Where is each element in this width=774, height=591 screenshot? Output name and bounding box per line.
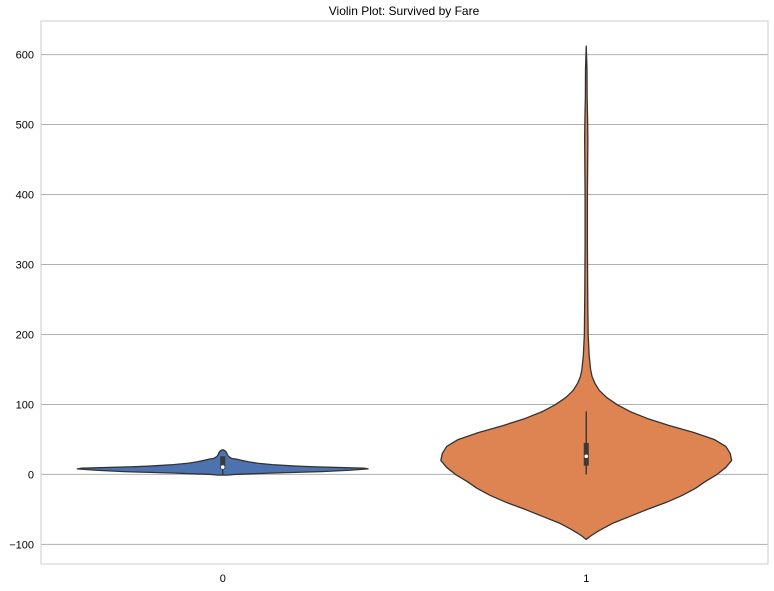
y-tick-label: 500 — [16, 120, 34, 132]
y-tick-label: 300 — [16, 260, 34, 272]
y-tick-label: 0 — [28, 469, 34, 481]
chart-title: Violin Plot: Survived by Fare — [329, 4, 480, 18]
y-tick-label: 400 — [16, 190, 34, 202]
violin-median — [220, 465, 225, 469]
x-tick-label: 1 — [583, 573, 589, 585]
y-tick-label: 100 — [16, 399, 34, 411]
violin-median — [584, 454, 589, 459]
violin-body — [440, 45, 733, 541]
y-tick-label: 200 — [16, 329, 34, 341]
x-tick-label: 0 — [220, 573, 226, 585]
y-tick-labels: −100 0 100 200 300 400 500 600 — [9, 50, 34, 552]
violins — [76, 45, 733, 541]
y-tick-label: −100 — [9, 539, 34, 551]
violin-box — [220, 456, 226, 469]
plot-frame — [40, 20, 769, 565]
y-gridlines — [41, 54, 768, 545]
violin-box — [583, 442, 589, 466]
y-tick-label: 600 — [16, 50, 34, 62]
